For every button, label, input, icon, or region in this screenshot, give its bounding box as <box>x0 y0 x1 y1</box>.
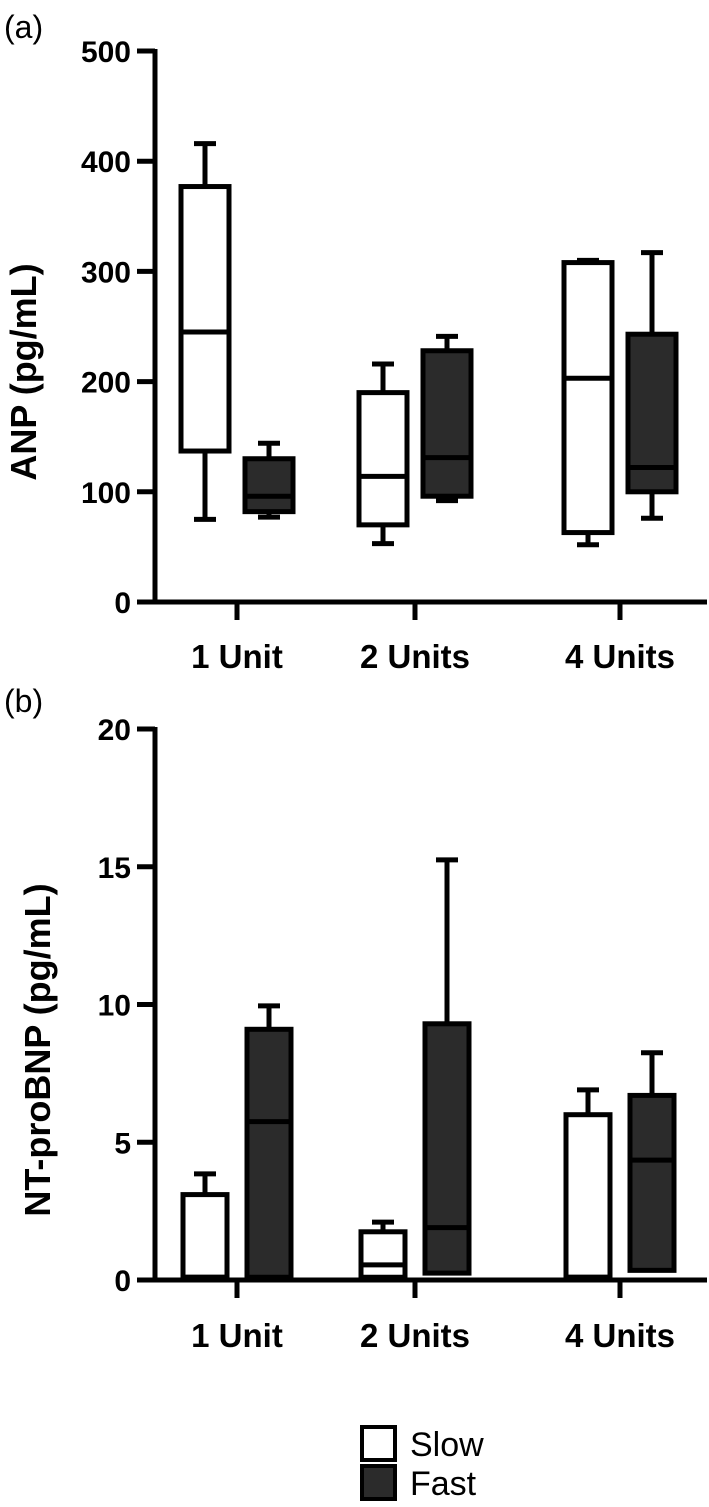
box-fast <box>422 1021 472 1276</box>
y-tick-label: 400 <box>81 146 131 179</box>
y-tick-label: 10 <box>98 990 131 1023</box>
y-tick-label: 0 <box>114 1265 131 1298</box>
panel-a-anp: (a) ANP (pg/mL) 0 100 200 300 400 500 1 Unit 2 … <box>3 9 707 675</box>
x-tick-label: 4 Units <box>565 1317 675 1354</box>
panel-b-ntprobnp: (b) NT-proBNP (pg/mL) 0 5 10 15 20 1 Unit 2 Un… <box>4 683 707 1354</box>
box-fast <box>627 1092 677 1273</box>
box-fast <box>420 348 474 499</box>
y-tick-label: 20 <box>98 714 131 747</box>
y-tick-label: 500 <box>81 36 131 69</box>
y-tick-label: 0 <box>114 587 131 620</box>
y-axis-title-a: ANP (pg/mL) <box>3 263 44 480</box>
panel-label-a: (a) <box>4 9 43 45</box>
x-tick-label: 2 Units <box>360 1317 470 1354</box>
box-fast <box>242 456 296 515</box>
y-tick-label: 100 <box>81 477 131 510</box>
y-tick-label: 15 <box>98 852 131 885</box>
x-tick-label: 4 Units <box>565 638 675 675</box>
box-slow <box>563 1112 613 1280</box>
axes-a: 0 100 200 300 400 500 1 Unit 2 Units 4 Units <box>81 36 707 675</box>
y-axis-title-b: NT-proBNP (pg/mL) <box>17 883 58 1216</box>
y-tick-label: 200 <box>81 367 131 400</box>
panel-label-b: (b) <box>4 683 43 719</box>
y-tick-label: 300 <box>81 256 131 289</box>
box-slow <box>561 260 615 536</box>
box-slow <box>178 184 232 454</box>
axes-b: 0 5 10 15 20 1 Unit 2 Units 4 Units <box>98 714 707 1354</box>
legend-swatch-fast <box>360 1464 397 1501</box>
legend-swatch-slow <box>360 1425 397 1462</box>
box-slow <box>180 1192 230 1280</box>
legend-label-fast: Fast <box>410 1465 477 1503</box>
x-tick-label: 1 Unit <box>191 638 283 675</box>
box-fast <box>244 1026 294 1280</box>
x-tick-label: 2 Units <box>360 638 470 675</box>
x-tick-label: 1 Unit <box>191 1317 283 1354</box>
box-slow <box>356 390 410 528</box>
box-slow <box>358 1229 408 1280</box>
legend-label-slow: Slow <box>410 1426 484 1464</box>
y-tick-label: 5 <box>114 1127 131 1160</box>
legend: Slow Fast <box>360 1425 484 1503</box>
